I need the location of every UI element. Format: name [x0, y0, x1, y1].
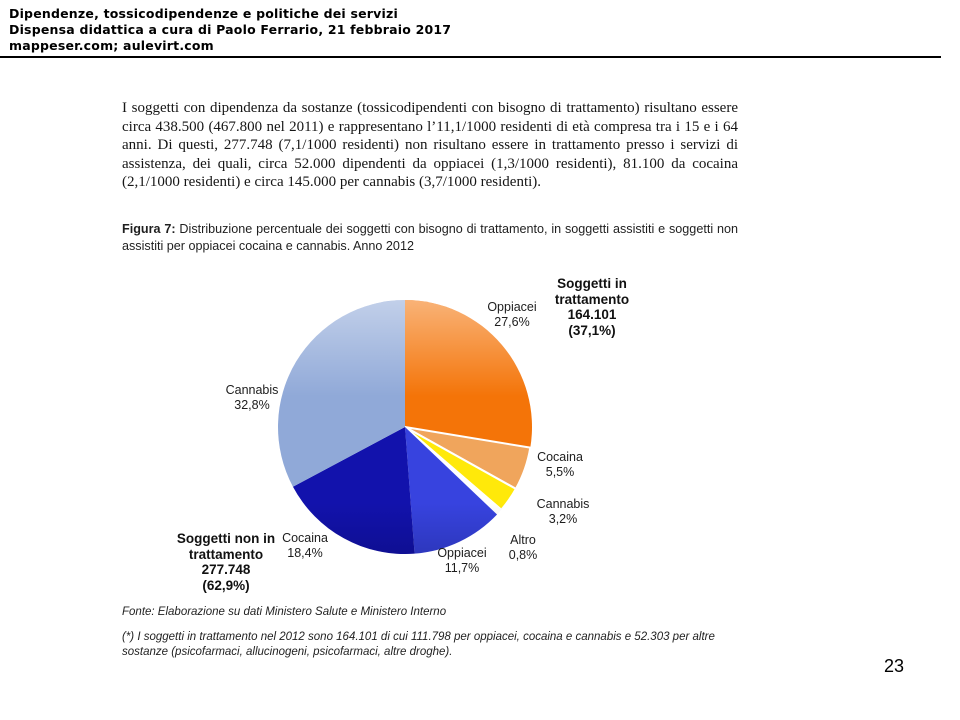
pie-label-oppiacei-non-trattamento: Oppiacei 11,7%: [437, 546, 487, 576]
pie-label-altro-trattamento: Altro 0,8%: [508, 533, 538, 563]
page-number: 23: [883, 656, 905, 676]
annotation-soggetti-non-in-trattamento: Soggetti non in trattamento 277.748 (62,…: [176, 531, 276, 594]
source-line: Fonte: Elaborazione su dati Ministero Sa…: [122, 606, 447, 618]
slide-title: Dipendenze, tossicodipendenze e politich…: [9, 6, 398, 21]
header-divider-line: [0, 56, 941, 58]
figure-caption-text: Distribuzione percentuale dei soggetti c…: [122, 222, 738, 253]
slide-header: Dipendenze, tossicodipendenze e politich…: [9, 6, 451, 54]
pie-label-cannabis-non-trattamento: Cannabis 32,8%: [225, 383, 279, 413]
pie-chart: [278, 300, 532, 554]
body-paragraph: I soggetti con dipendenza da sostanze (t…: [122, 100, 738, 191]
slide-websites: mappeser.com; aulevirt.com: [9, 38, 214, 53]
pie-label-cocaina-trattamento: Cocaina 5,5%: [537, 450, 583, 480]
footnote: (*) I soggetti in trattamento nel 2012 s…: [122, 631, 715, 658]
pie-slices: [278, 300, 532, 554]
pie-label-oppiacei-trattamento: Oppiacei 27,6%: [487, 300, 537, 330]
pie-label-cannabis-trattamento: Cannabis 3,2%: [536, 497, 590, 527]
slide-subtitle: Dispensa didattica a cura di Paolo Ferra…: [9, 22, 452, 37]
figure-caption-label: Figura 7:: [122, 222, 176, 236]
annotation-soggetti-in-trattamento: Soggetti in trattamento 164.101 (37,1%): [554, 276, 630, 339]
pie-label-cocaina-non-trattamento: Cocaina 18,4%: [282, 531, 328, 561]
figure-caption: Figura 7: Distribuzione percentuale dei …: [122, 221, 738, 254]
